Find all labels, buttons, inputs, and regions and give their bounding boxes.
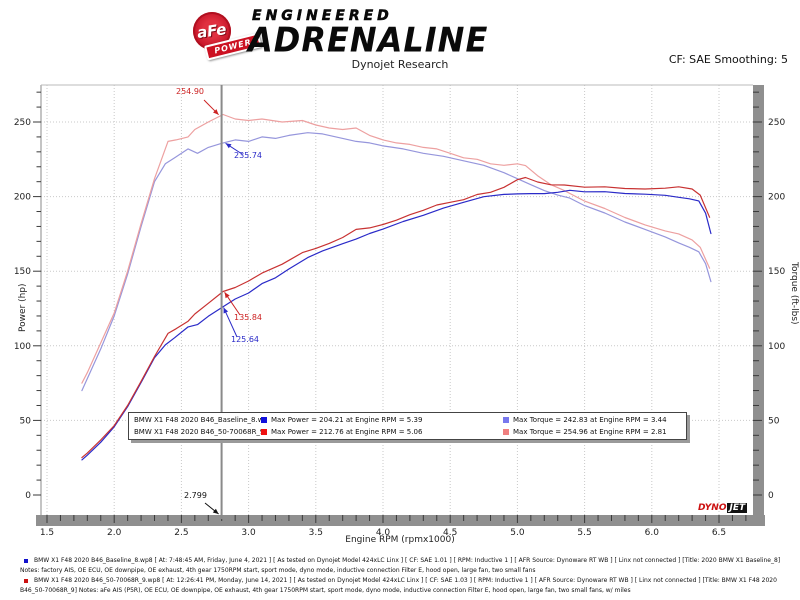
svg-text:6.0: 6.0 — [645, 528, 660, 538]
legend-max-power-afe: Max Power = 212.76 at Engine RPM = 5.06 — [271, 428, 423, 436]
afe-brand-logo: aFe POWER ENGINEERED ADRENALINE — [185, 6, 615, 61]
torque-curve-afe — [81, 113, 711, 384]
legend-run-name: BMW X1 F48 2020 B46_Baseline_8.wp8 — [134, 416, 261, 424]
annotation-cursor-rpm: 2.799 — [184, 491, 207, 500]
legend-power-swatch-afe — [261, 429, 267, 435]
legend-torque-swatch-afe — [503, 429, 509, 435]
brand-adrenaline-text: ADRENALINE — [248, 20, 489, 60]
legend-max-power-baseline: Max Power = 204.21 at Engine RPM = 5.39 — [271, 416, 423, 424]
svg-text:250: 250 — [768, 118, 785, 128]
afe-logo-text: aFe — [196, 20, 228, 42]
svg-text:3.0: 3.0 — [241, 528, 256, 538]
legend-max-torque-baseline: Max Torque = 242.83 at Engine RPM = 3.44 — [513, 416, 667, 424]
chart-subtitle: Dynojet Research — [351, 58, 449, 71]
run-details-baseline: BMW X1 F48 2020 B46_Baseline_8.wp8 [ At:… — [20, 556, 798, 575]
legend-torque-swatch-baseline — [503, 417, 509, 423]
svg-text:4.5: 4.5 — [443, 528, 457, 538]
svg-text:200: 200 — [14, 193, 31, 203]
cf-smoothing-label: CF: SAE Smoothing: 5 — [668, 53, 788, 66]
svg-text:100: 100 — [14, 342, 31, 352]
svg-text:50: 50 — [768, 416, 780, 426]
power-curve-baseline — [81, 189, 712, 461]
dynojet-logo-jet: JET — [727, 503, 748, 513]
svg-text:150: 150 — [14, 267, 31, 277]
svg-text:100: 100 — [768, 342, 785, 352]
legend-row-afe: BMW X1 F48 2020 B46_50-70068R_9.wp8 Max … — [129, 426, 686, 438]
legend-max-torque-afe: Max Torque = 254.96 at Engine RPM = 2.81 — [513, 428, 667, 436]
svg-text:50: 50 — [20, 416, 32, 426]
dynojet-logo-dyno: DYNO — [698, 503, 727, 513]
svg-text:2.5: 2.5 — [174, 528, 188, 538]
torque-curve-baseline — [81, 132, 712, 392]
svg-text:4.0: 4.0 — [376, 528, 391, 538]
annotation-torque-baseline: 235.74 — [234, 151, 262, 160]
svg-text:0: 0 — [25, 491, 31, 501]
x-axis-title: Engine RPM (rpmx1000) — [345, 535, 455, 545]
axis-ticks — [33, 91, 762, 523]
legend-box: BMW X1 F48 2020 B46_Baseline_8.wp8 Max P… — [128, 412, 687, 440]
annotation-max-torque-afe: 254.90 — [176, 87, 204, 96]
legend-run-name: BMW X1 F48 2020 B46_50-70068R_9.wp8 — [134, 428, 261, 436]
run-details-text: BMW X1 F48 2020 B46_50-70068R_9.wp8 [ At… — [20, 577, 777, 594]
svg-text:1.5: 1.5 — [40, 528, 54, 538]
y-axis-title-torque: Torque (ft-lbs) — [789, 262, 799, 325]
run-marker-afe — [24, 579, 28, 583]
svg-text:0: 0 — [768, 491, 774, 501]
annotation-power-afe: 135.84 — [234, 313, 262, 322]
svg-text:2.0: 2.0 — [107, 528, 122, 538]
svg-text:5.5: 5.5 — [577, 528, 591, 538]
annotation-power-baseline: 125.64 — [231, 335, 259, 344]
grid-lines — [41, 85, 753, 515]
run-details-text: BMW X1 F48 2020 B46_Baseline_8.wp8 [ At:… — [20, 557, 781, 574]
legend-power-swatch-baseline — [261, 417, 267, 423]
axis-frame — [36, 84, 765, 526]
svg-text:150: 150 — [768, 267, 785, 277]
axis-tick-labels: 1.5 2.0 2.5 3.0 3.5 4.0 4.5 5.0 5.5 6.0 6.5 0 0 50 50 1… — [14, 118, 786, 538]
svg-text:250: 250 — [14, 118, 31, 128]
svg-text:5.0: 5.0 — [510, 528, 525, 538]
y-axis-title-power: Power (hp) — [18, 283, 28, 332]
legend-row-baseline: BMW X1 F48 2020 B46_Baseline_8.wp8 Max P… — [129, 414, 686, 426]
power-curve-afe — [81, 176, 711, 459]
annotation-arrows — [203, 99, 243, 515]
brand-engineered-text: ENGINEERED — [252, 8, 393, 25]
dynojet-logo: DYNO JET — [698, 503, 748, 513]
run-marker-baseline — [24, 559, 28, 563]
run-details-afe: BMW X1 F48 2020 B46_50-70068R_9.wp8 [ At… — [20, 576, 798, 595]
svg-text:3.5: 3.5 — [309, 528, 323, 538]
svg-text:6.5: 6.5 — [712, 528, 726, 538]
svg-text:200: 200 — [768, 193, 785, 203]
